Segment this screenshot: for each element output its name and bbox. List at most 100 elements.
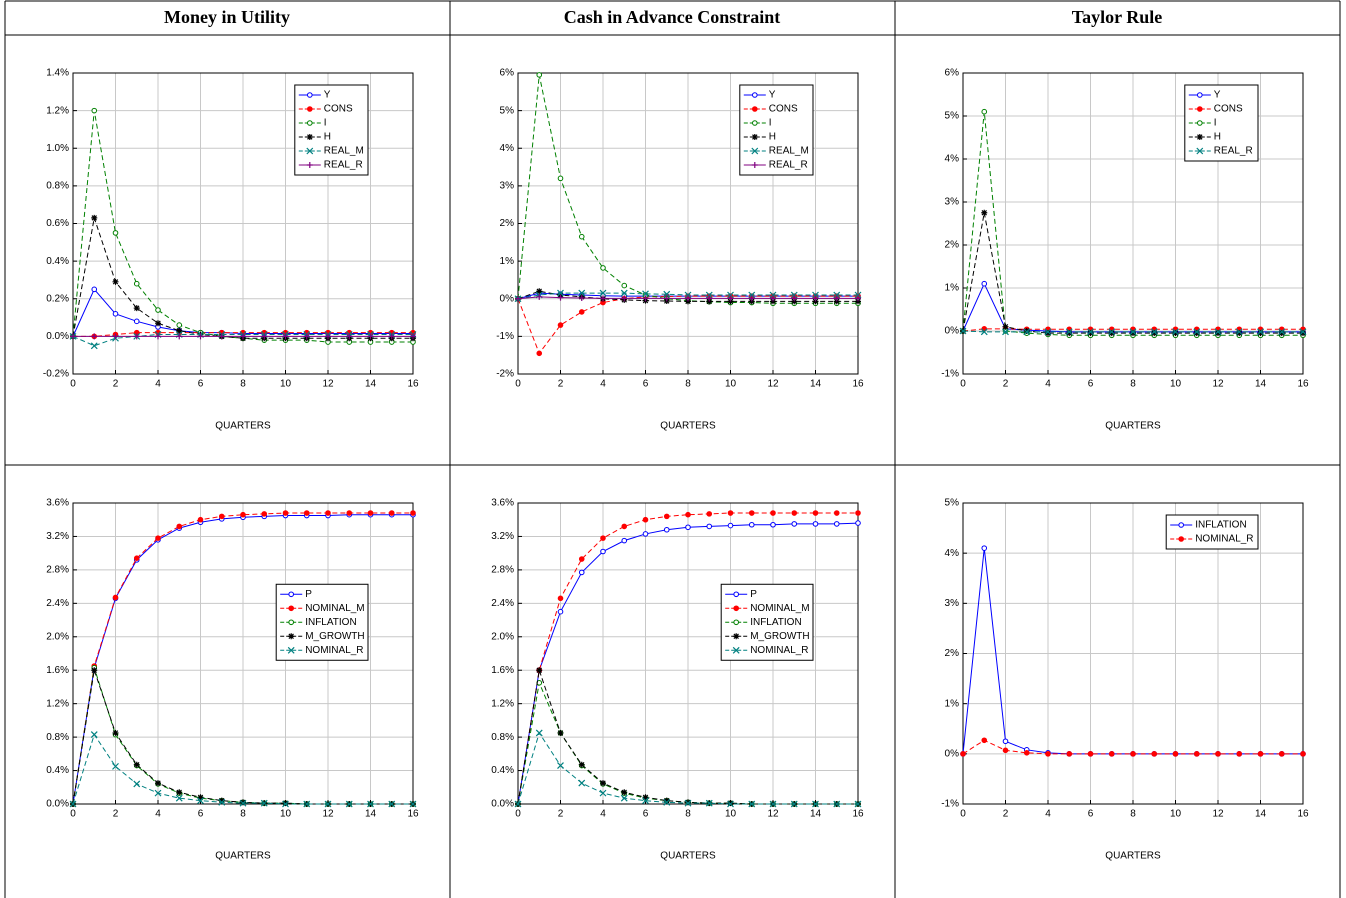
marker — [854, 800, 862, 808]
marker — [176, 333, 183, 340]
x-axis-label: QUARTERS — [215, 421, 271, 432]
marker — [685, 511, 691, 518]
marker — [727, 291, 734, 299]
marker — [663, 290, 671, 298]
x-tick-label: 2 — [113, 809, 119, 820]
legend-label: H — [769, 132, 776, 143]
marker — [748, 291, 756, 299]
x-tick-label: 14 — [810, 809, 822, 820]
marker — [733, 605, 740, 612]
marker — [812, 298, 819, 305]
marker — [1178, 522, 1184, 528]
x-tick-label: 14 — [1255, 809, 1267, 820]
y-tick-label: 2.0% — [491, 631, 514, 642]
x-axis-label: QUARTERS — [660, 421, 716, 432]
legend-label: CONS — [769, 104, 798, 115]
y-tick-label: 2.4% — [491, 598, 514, 609]
marker — [240, 511, 246, 518]
marker — [536, 72, 543, 78]
y-tick-label: 1% — [945, 283, 960, 294]
marker — [260, 799, 268, 807]
marker — [557, 175, 564, 182]
marker — [70, 333, 76, 340]
legend-label: P — [305, 589, 312, 600]
marker — [981, 280, 988, 287]
marker — [155, 333, 161, 340]
marker — [91, 107, 98, 114]
legend-box — [739, 84, 814, 176]
marker — [345, 800, 353, 808]
marker — [1235, 328, 1243, 336]
x-axis-label: QUARTERS — [215, 851, 271, 862]
marker — [176, 789, 183, 796]
marker — [1236, 330, 1243, 337]
x-tick-label: 6 — [1088, 809, 1094, 820]
legend-label: INFLATION — [305, 617, 356, 628]
marker — [307, 92, 313, 98]
marker — [133, 555, 140, 561]
marker — [557, 608, 564, 615]
marker — [1108, 330, 1115, 337]
marker — [282, 510, 289, 516]
marker — [685, 295, 691, 302]
x-axis-label: QUARTERS — [1105, 421, 1161, 432]
marker — [282, 800, 289, 808]
marker — [1257, 328, 1264, 336]
legend-label: INFLATION — [1195, 520, 1246, 531]
marker — [791, 510, 798, 516]
legend-label: NOMINAL_R — [305, 645, 363, 656]
marker — [642, 794, 649, 801]
marker — [578, 761, 585, 768]
marker — [1236, 751, 1243, 757]
marker — [685, 524, 691, 531]
x-tick-label: 8 — [1130, 809, 1136, 820]
marker — [197, 794, 204, 801]
marker — [770, 295, 776, 302]
marker — [1214, 328, 1222, 336]
legend-label: H — [324, 132, 331, 143]
marker — [197, 797, 204, 805]
marker — [600, 265, 606, 271]
x-tick-label: 10 — [1170, 379, 1182, 390]
marker — [752, 120, 758, 126]
marker — [812, 800, 819, 808]
marker — [388, 510, 395, 516]
y-tick-label: 0.4% — [46, 765, 69, 776]
plot-frame — [517, 72, 859, 375]
y-tick-label: 3% — [500, 181, 515, 192]
marker — [578, 556, 585, 562]
marker — [1066, 751, 1073, 757]
legend-label: I — [1214, 118, 1217, 129]
marker — [578, 294, 585, 301]
marker — [751, 162, 758, 168]
marker — [833, 800, 841, 808]
marker — [1197, 106, 1203, 112]
y-tick-label: 5% — [945, 111, 960, 122]
marker — [1108, 328, 1116, 336]
marker — [727, 295, 734, 302]
marker — [288, 619, 295, 626]
legend-label: NOMINAL_M — [305, 603, 364, 614]
x-tick-label: 10 — [280, 379, 292, 390]
marker — [1172, 330, 1179, 337]
legend: Y CONS IH REAL_M REAL_R — [739, 84, 814, 176]
marker — [388, 800, 396, 808]
marker — [112, 311, 119, 317]
marker — [1002, 747, 1009, 754]
legend: P NOMINAL_M INFLATION M_GROWTH NOMINAL_R — [720, 583, 814, 661]
marker — [1023, 750, 1030, 756]
marker — [621, 295, 628, 302]
marker — [112, 594, 119, 601]
marker — [705, 291, 713, 299]
y-tick-label: 1% — [945, 698, 960, 709]
marker — [855, 510, 861, 516]
chart: -2% -1% 0% 1% 2% 3% 4% 5% 6% 0 2 4 6 8 10 12 14 16 QUARTER… — [496, 68, 864, 432]
marker — [133, 761, 140, 768]
x-tick-label: 0 — [515, 809, 521, 820]
marker — [599, 289, 607, 297]
marker — [218, 798, 226, 806]
marker — [733, 619, 740, 626]
marker — [620, 794, 628, 802]
marker — [1300, 330, 1306, 337]
marker — [303, 510, 310, 516]
